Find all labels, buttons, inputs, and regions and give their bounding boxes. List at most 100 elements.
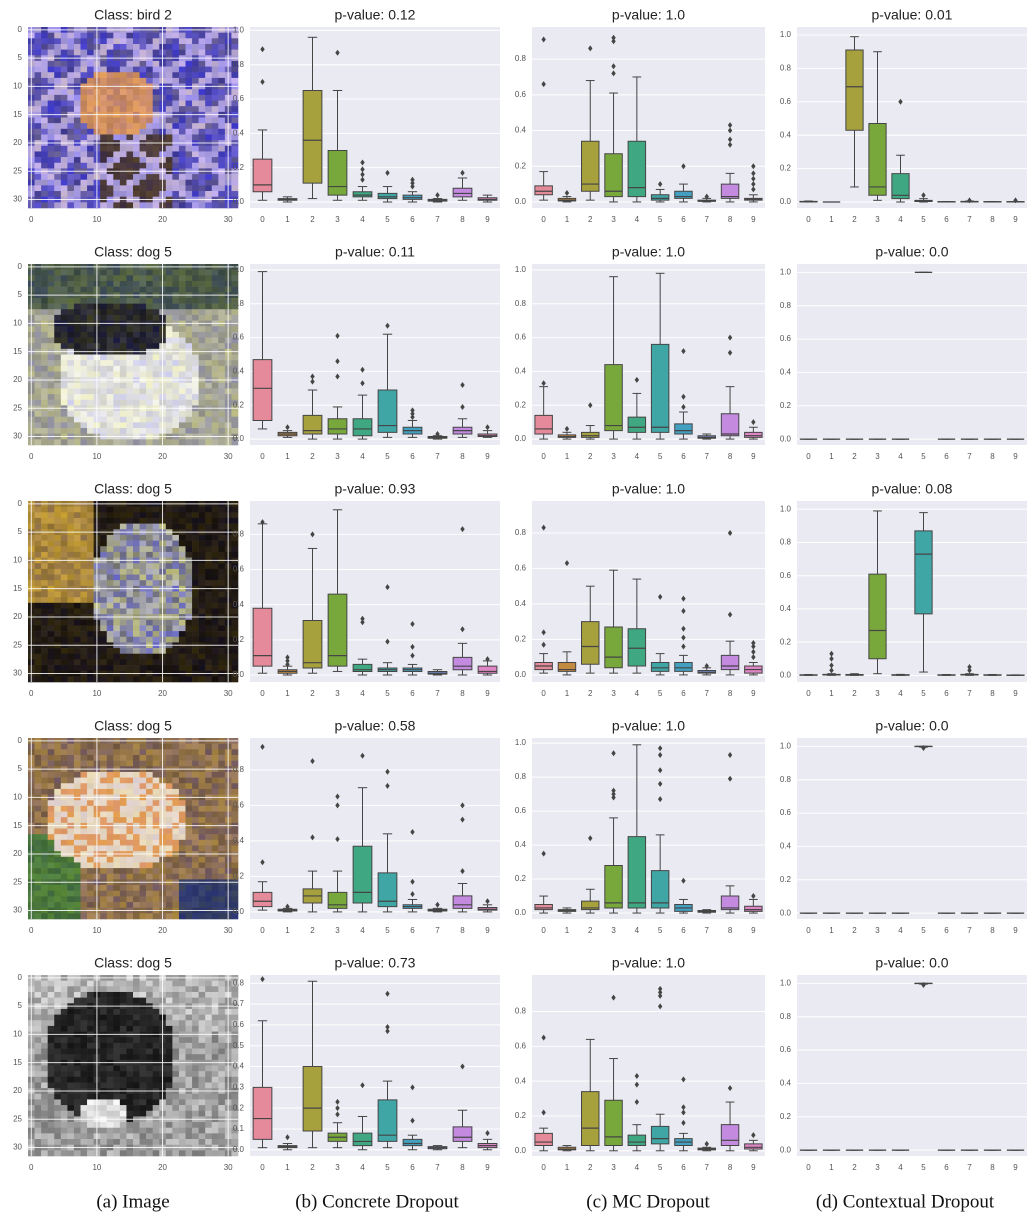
pixel [231, 800, 239, 807]
outlier [360, 171, 365, 178]
outlier [410, 176, 415, 183]
pixel [211, 202, 219, 209]
y-tick-label: 1.0 [780, 267, 792, 276]
pixel [205, 783, 213, 790]
pixel [41, 337, 48, 344]
pixel [60, 174, 68, 181]
pixel [211, 568, 219, 575]
pixel [67, 388, 75, 395]
pixel [198, 811, 206, 818]
pixel [185, 890, 193, 897]
pixel [106, 873, 114, 880]
pixel [100, 360, 108, 367]
pixel [73, 354, 81, 361]
pixel [80, 551, 88, 558]
pixel [198, 805, 206, 812]
pixel [152, 817, 160, 824]
pixel [80, 49, 88, 56]
pixel [139, 123, 147, 130]
pixel [34, 839, 42, 846]
pixel [41, 828, 48, 835]
pixel [211, 602, 219, 609]
pixel [185, 60, 193, 67]
pixel [41, 123, 48, 130]
pixel [47, 580, 55, 587]
pixel [67, 314, 75, 321]
pixel [133, 303, 140, 310]
pixel [146, 517, 153, 524]
pixel [34, 174, 42, 181]
pixel [87, 580, 94, 587]
pixel [113, 834, 121, 841]
y-tick-label: 1.0 [780, 30, 792, 39]
pixel [172, 145, 180, 152]
pixel [119, 117, 127, 124]
pixel [87, 512, 94, 519]
pixel [198, 517, 206, 524]
pixel [73, 326, 81, 333]
pixel [198, 428, 206, 434]
pixel [139, 636, 147, 643]
box [302, 89, 323, 184]
pixel [73, 551, 81, 558]
pixel [67, 777, 75, 784]
pixel [87, 399, 94, 406]
panel: p-value: 0.080.00.20.40.60.81.00 1 2 3 4 5 6 7 8… [780, 481, 1027, 698]
pixel [60, 625, 68, 632]
pixel [146, 151, 153, 158]
pixel [119, 517, 127, 524]
pixel [133, 828, 140, 835]
pixel [211, 546, 219, 553]
pixel [47, 128, 55, 135]
pixel [165, 382, 173, 389]
pixel [100, 546, 108, 553]
pixel [100, 38, 108, 45]
pixel [87, 134, 94, 141]
y-tick-label: 15 [13, 584, 22, 593]
pixel [67, 202, 75, 209]
pixel [139, 512, 147, 519]
pixel [178, 89, 186, 96]
pixel [192, 77, 199, 84]
pixel [60, 760, 68, 767]
outlier [260, 78, 265, 85]
pixel [80, 416, 88, 423]
pixel [139, 416, 147, 423]
pixel [47, 546, 55, 553]
pixel [133, 788, 140, 795]
pixel [218, 303, 226, 310]
pixel [41, 648, 48, 655]
pixel [165, 128, 173, 135]
pixel [192, 885, 199, 892]
pixel [172, 839, 180, 846]
pixel [133, 123, 140, 130]
pixel [113, 805, 121, 812]
pixel [47, 123, 55, 130]
pixel [106, 653, 114, 660]
pixel [146, 631, 153, 638]
pixel [54, 517, 62, 524]
pixel [231, 185, 239, 192]
pixel [218, 896, 226, 903]
pixel [87, 805, 94, 812]
pixel [146, 49, 153, 56]
pixel [172, 49, 180, 56]
pixel [231, 540, 239, 547]
pixel [80, 856, 88, 863]
pixel [139, 580, 147, 587]
pixel [152, 428, 160, 434]
pixel [119, 89, 127, 96]
pixel [231, 202, 239, 209]
pixel [106, 72, 114, 79]
pixel [146, 568, 153, 575]
plot-background [250, 264, 500, 445]
pixel [67, 648, 75, 655]
pixel [126, 394, 134, 401]
pixel [119, 890, 127, 897]
pixel [192, 591, 199, 598]
pixel [139, 269, 147, 276]
pixel [34, 399, 42, 406]
pixel [119, 580, 127, 587]
pixel [87, 551, 94, 558]
pixel [152, 106, 160, 113]
